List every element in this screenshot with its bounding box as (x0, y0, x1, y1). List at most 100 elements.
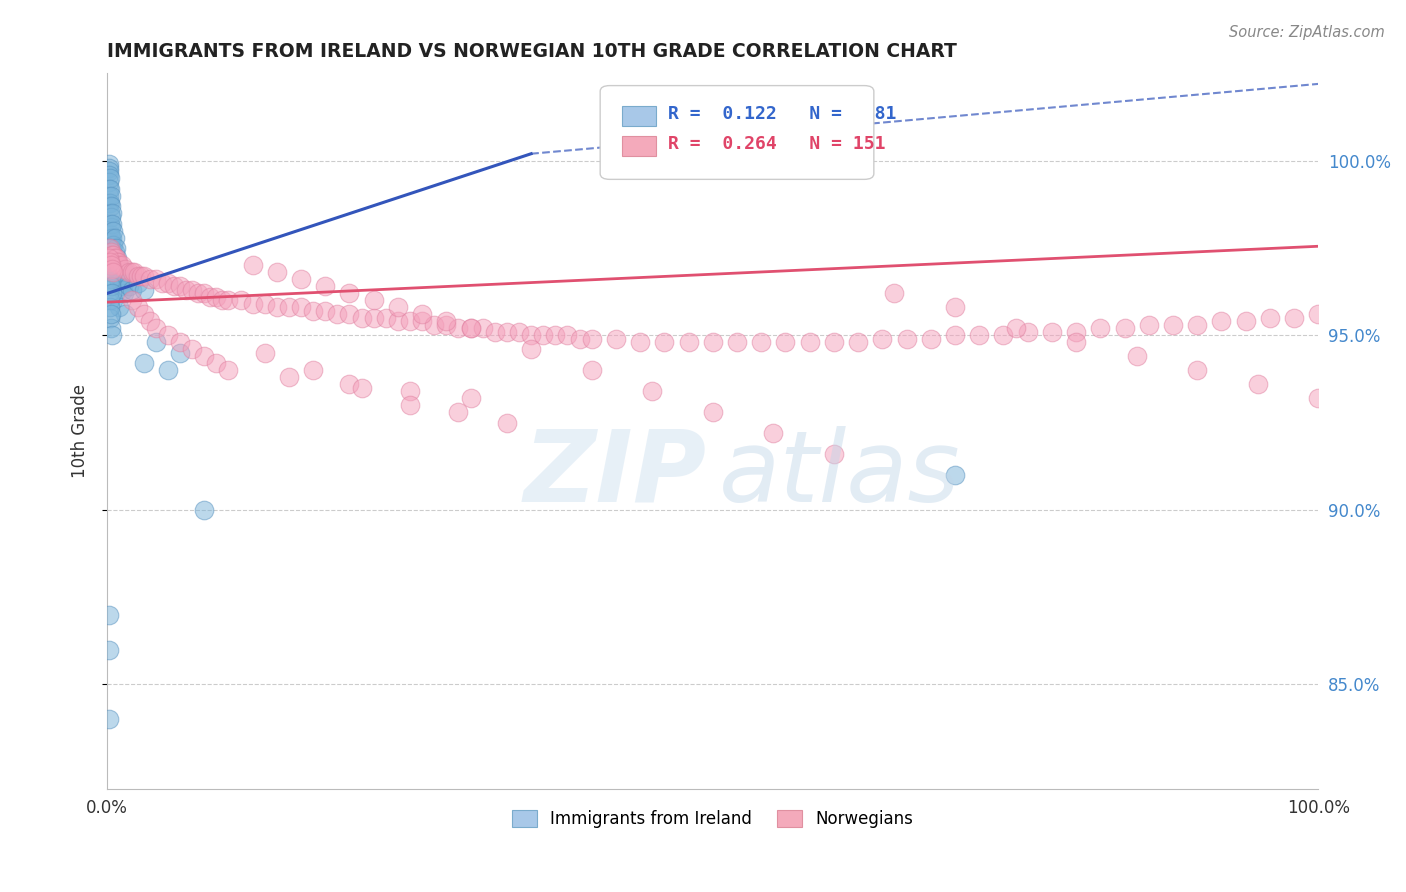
Point (187, 286, 209, 301)
Point (103, 293, 125, 308)
Point (266, 301, 288, 315)
Point (326, 307, 349, 321)
Point (97, 175, 120, 189)
Point (107, 259, 129, 273)
Point (169, 279, 191, 293)
Point (100, 321, 122, 335)
Point (98, 234, 121, 248)
Point (97, 276, 120, 290)
Point (508, 325, 530, 339)
Point (943, 301, 966, 315)
Point (557, 328, 579, 343)
Point (460, 391, 482, 405)
Point (278, 370, 301, 384)
Text: R =  0.122   N =   81: R = 0.122 N = 81 (668, 105, 897, 123)
Point (339, 286, 361, 301)
Point (1185, 318, 1208, 332)
Point (98, 293, 121, 308)
Point (107, 255, 129, 269)
Point (229, 293, 252, 308)
Point (98, 259, 121, 273)
Point (97, 286, 120, 301)
Point (1090, 321, 1112, 335)
Point (108, 259, 131, 273)
Point (97, 712, 120, 726)
Point (100, 272, 122, 286)
Point (107, 272, 129, 286)
Point (350, 381, 373, 395)
Point (460, 321, 482, 335)
Point (943, 467, 966, 482)
Point (97, 607, 120, 622)
Point (150, 276, 173, 290)
Point (193, 503, 215, 517)
Point (302, 363, 325, 377)
Point (121, 293, 143, 308)
Point (103, 244, 125, 259)
Point (100, 241, 122, 255)
Point (97, 164, 120, 178)
Point (104, 252, 127, 266)
Point (266, 265, 288, 279)
Point (115, 272, 138, 286)
Point (100, 279, 122, 293)
Point (121, 265, 143, 279)
Point (374, 310, 396, 325)
Point (138, 314, 160, 328)
Point (127, 276, 149, 290)
Point (138, 272, 160, 286)
Point (278, 301, 301, 315)
Point (290, 301, 312, 315)
Point (211, 293, 233, 308)
Text: R =  0.264   N = 151: R = 0.264 N = 151 (668, 136, 886, 153)
Point (749, 335, 772, 350)
Point (568, 332, 591, 346)
Point (97, 161, 120, 175)
Point (97, 188, 120, 202)
Point (108, 301, 131, 315)
Point (471, 321, 494, 335)
Point (460, 321, 482, 335)
Point (105, 252, 128, 266)
Point (181, 343, 204, 357)
Point (101, 248, 124, 262)
Point (484, 325, 506, 339)
Point (641, 384, 664, 399)
Point (100, 230, 122, 244)
Point (100, 259, 122, 273)
Point (104, 259, 127, 273)
Point (193, 349, 215, 363)
Point (98, 171, 121, 186)
Point (98, 206, 121, 220)
Point (101, 328, 124, 343)
Point (434, 318, 457, 332)
Point (200, 290, 222, 304)
Point (423, 318, 446, 332)
Point (132, 307, 155, 321)
Point (628, 335, 651, 350)
Point (132, 283, 155, 297)
FancyBboxPatch shape (600, 86, 875, 179)
Point (1137, 318, 1160, 332)
Point (100, 244, 122, 259)
Point (145, 272, 167, 286)
Point (399, 314, 422, 328)
Point (103, 230, 125, 244)
Point (217, 293, 239, 308)
Point (1308, 307, 1330, 321)
Point (387, 301, 409, 315)
Point (581, 363, 603, 377)
Point (98, 301, 121, 315)
Point (411, 307, 433, 321)
Point (544, 328, 567, 343)
Point (100, 220, 122, 235)
Bar (621, 136, 655, 156)
Point (702, 405, 724, 419)
Point (496, 325, 519, 339)
Point (1211, 314, 1233, 328)
Point (169, 345, 191, 359)
Point (127, 268, 149, 283)
Point (100, 252, 122, 266)
Point (129, 268, 152, 283)
Point (122, 265, 145, 279)
